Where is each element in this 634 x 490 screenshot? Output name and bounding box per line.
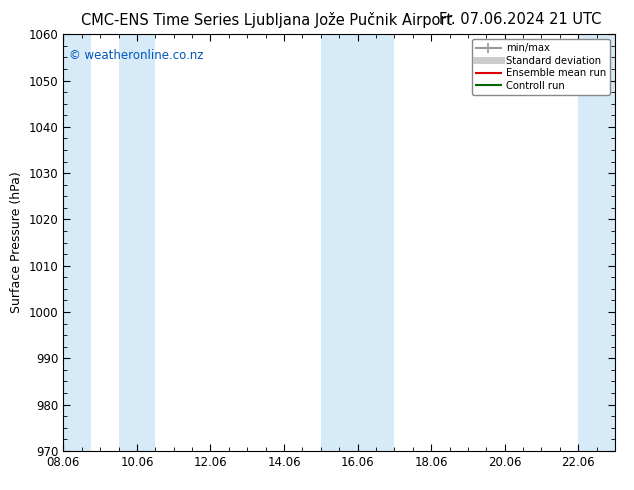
Bar bbox=[63, 34, 91, 451]
Text: CMC-ENS Time Series Ljubljana Jože Pučnik Airport: CMC-ENS Time Series Ljubljana Jože Pučni… bbox=[81, 12, 452, 28]
Bar bbox=[578, 34, 615, 451]
Bar bbox=[321, 34, 394, 451]
Y-axis label: Surface Pressure (hPa): Surface Pressure (hPa) bbox=[10, 172, 23, 314]
Text: © weatheronline.co.nz: © weatheronline.co.nz bbox=[69, 49, 204, 62]
Text: Fr. 07.06.2024 21 UTC: Fr. 07.06.2024 21 UTC bbox=[439, 12, 601, 27]
Legend: min/max, Standard deviation, Ensemble mean run, Controll run: min/max, Standard deviation, Ensemble me… bbox=[472, 39, 610, 95]
Bar bbox=[119, 34, 155, 451]
